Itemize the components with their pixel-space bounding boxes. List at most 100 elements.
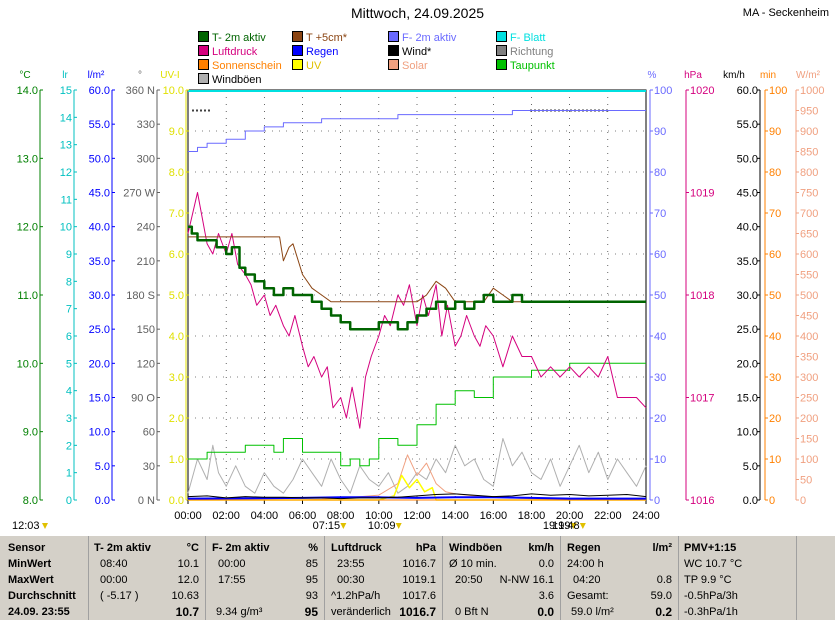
legend-label: Taupunkt bbox=[510, 60, 555, 72]
pressure-unit: hPa bbox=[415, 542, 436, 554]
rain-column: Regen l/m² 24:00 h 04:20 0.8 Gesamt: 59.… bbox=[567, 536, 672, 620]
legend-swatch bbox=[388, 59, 399, 70]
rain-header: Regen bbox=[567, 542, 601, 554]
rain-axis-tick-label: 55.0 bbox=[89, 119, 110, 131]
legend-entry-12: Windböen bbox=[198, 73, 262, 87]
uv-axis-tick-label: 4.0 bbox=[169, 331, 184, 343]
rain-axis-tick-label: 40.0 bbox=[89, 222, 110, 234]
sun-axis-tick-label: 80 bbox=[769, 167, 781, 179]
wind-axis-tick-label: 35.0 bbox=[737, 256, 758, 268]
solar-axis-tick-label: 800 bbox=[800, 167, 818, 179]
series-t-2m-aktiv bbox=[188, 225, 646, 331]
wind-column: Windböen km/h Ø 10 min. 0.0 20:50 N-NW 1… bbox=[449, 536, 554, 620]
lr-axis-tick-label: 1 bbox=[66, 468, 72, 480]
solar-axis-tick-label: 750 bbox=[800, 188, 818, 200]
event-label: 19:19 bbox=[543, 520, 571, 532]
legend-entry-8: Sonnenschein bbox=[198, 59, 282, 73]
legend-entry-9: UV bbox=[292, 59, 321, 73]
legend-swatch bbox=[198, 45, 209, 56]
event-marker bbox=[579, 523, 586, 529]
legend-entry-6: Wind* bbox=[388, 45, 431, 59]
hum-axis-unit: % bbox=[648, 70, 657, 81]
x-axis-tick-label: 24:00 bbox=[632, 510, 660, 522]
rain-total-value: 59.0 bbox=[650, 590, 672, 602]
pressure-max-time: 00:30 bbox=[337, 574, 365, 586]
rain-axis-tick-label: 30.0 bbox=[89, 290, 110, 302]
t2m-header: T- 2m aktiv bbox=[94, 542, 151, 554]
dir-axis-tick-label: 180 S bbox=[126, 290, 155, 302]
x-axis-tick-label: 14:00 bbox=[441, 510, 469, 522]
press-axis-tick-label: 1018 bbox=[690, 290, 714, 302]
press-axis-tick-label: 1017 bbox=[690, 393, 714, 405]
legend-swatch bbox=[198, 73, 209, 84]
wind-axis-tick-label: 20.0 bbox=[737, 358, 758, 370]
sun-axis-tick-label: 70 bbox=[769, 208, 781, 220]
uv-axis-tick-label: 3.0 bbox=[169, 372, 184, 384]
wind-axis-unit: km/h bbox=[723, 70, 745, 81]
lr-axis-tick-label: 9 bbox=[66, 249, 72, 261]
legend-swatch bbox=[496, 45, 507, 56]
pressure-trend-3h: -0.5hPa/3h bbox=[684, 590, 738, 602]
sun-axis-tick-label: 40 bbox=[769, 331, 781, 343]
uv-axis-tick-label: 5.0 bbox=[169, 290, 184, 302]
summary-table: Sensor MinWert MaxWert Durchschnitt 24.0… bbox=[0, 536, 835, 620]
rain-axis-tick-label: 60.0 bbox=[89, 85, 110, 97]
solar-axis-tick-label: 950 bbox=[800, 106, 818, 118]
t2m-avg-note: ( -5.17 ) bbox=[100, 590, 139, 602]
wind-axis-tick-label: 5.0 bbox=[743, 461, 758, 473]
sun-axis-tick-label: 30 bbox=[769, 372, 781, 384]
x-axis-tick-label: 20:00 bbox=[556, 510, 584, 522]
f2m-max-value: 95 bbox=[305, 574, 318, 586]
sun-axis-tick-label: 90 bbox=[769, 126, 781, 138]
lr-axis-tick-label: 14 bbox=[60, 112, 72, 124]
series-taupunkt bbox=[188, 362, 646, 467]
x-axis-tick-label: 00:00 bbox=[174, 510, 202, 522]
f2m-column: F- 2m aktiv % 00:00 85 17:55 95 93 9.34 … bbox=[212, 536, 318, 620]
legend-entry-1: T +5cm* bbox=[292, 31, 347, 45]
wind-axis-tick-label: 10.0 bbox=[737, 427, 758, 439]
lr-axis-tick-label: 4 bbox=[66, 386, 72, 398]
rain-sum: 59.0 l/m² bbox=[571, 606, 614, 618]
rain-axis-tick-label: 20.0 bbox=[89, 358, 110, 370]
dir-axis-tick-label: 210 bbox=[137, 256, 155, 268]
rain-axis-tick-label: 25.0 bbox=[89, 324, 110, 336]
f2m-min-time: 00:00 bbox=[218, 558, 246, 570]
f2m-max-time: 17:55 bbox=[218, 574, 246, 586]
uv-axis-tick-label: 1.0 bbox=[169, 454, 184, 466]
legend-label: T +5cm* bbox=[306, 32, 348, 44]
sensor-column: Sensor MinWert MaxWert Durchschnitt 24.0… bbox=[8, 536, 88, 620]
legend-swatch bbox=[496, 31, 507, 42]
temp-axis-tick-label: 12.0 bbox=[17, 222, 38, 234]
press-axis-unit: hPa bbox=[684, 70, 702, 81]
lr-axis-tick-label: 5 bbox=[66, 358, 72, 370]
lr-axis-tick-label: 11 bbox=[61, 194, 72, 206]
hum-axis-tick-label: 90 bbox=[654, 126, 666, 138]
pressure-header: Luftdruck bbox=[331, 542, 382, 554]
rain-axis-tick-label: 10.0 bbox=[89, 427, 110, 439]
t2m-avg-value: 10.63 bbox=[171, 590, 199, 602]
legend-label: Luftdruck bbox=[212, 46, 258, 58]
legend-label: Sonnenschein bbox=[212, 60, 282, 72]
event-label: 10:09 bbox=[368, 520, 396, 532]
rain-unit: l/m² bbox=[652, 542, 672, 554]
legend-label: Regen bbox=[306, 46, 339, 58]
legend-label: Richtung bbox=[510, 46, 554, 58]
solar-axis-unit: W/m² bbox=[796, 70, 821, 81]
sun-axis-tick-label: 20 bbox=[769, 413, 781, 425]
wind-avg10-value: 0.0 bbox=[538, 558, 554, 570]
event-label: 19:48 bbox=[552, 520, 580, 532]
dir-axis-tick-label: 360 N bbox=[126, 85, 155, 97]
hum-axis-tick-label: 10 bbox=[654, 454, 666, 466]
event-marker bbox=[340, 523, 347, 529]
x-axis-tick-label: 10:00 bbox=[365, 510, 393, 522]
uv-axis-tick-label: 9.0 bbox=[169, 126, 184, 138]
legend-swatch bbox=[388, 31, 399, 42]
temp-axis-unit: °C bbox=[19, 70, 30, 81]
solar-axis-tick-label: 1000 bbox=[800, 85, 824, 97]
temp-axis-tick-label: 11.0 bbox=[17, 290, 38, 302]
rain-max-value: 0.8 bbox=[656, 574, 672, 586]
lr-axis-tick-label: 8 bbox=[66, 276, 72, 288]
rain-axis-tick-label: 15.0 bbox=[89, 393, 110, 405]
rain-axis-unit: l/m² bbox=[88, 70, 105, 81]
hum-axis-tick-label: 80 bbox=[654, 167, 666, 179]
